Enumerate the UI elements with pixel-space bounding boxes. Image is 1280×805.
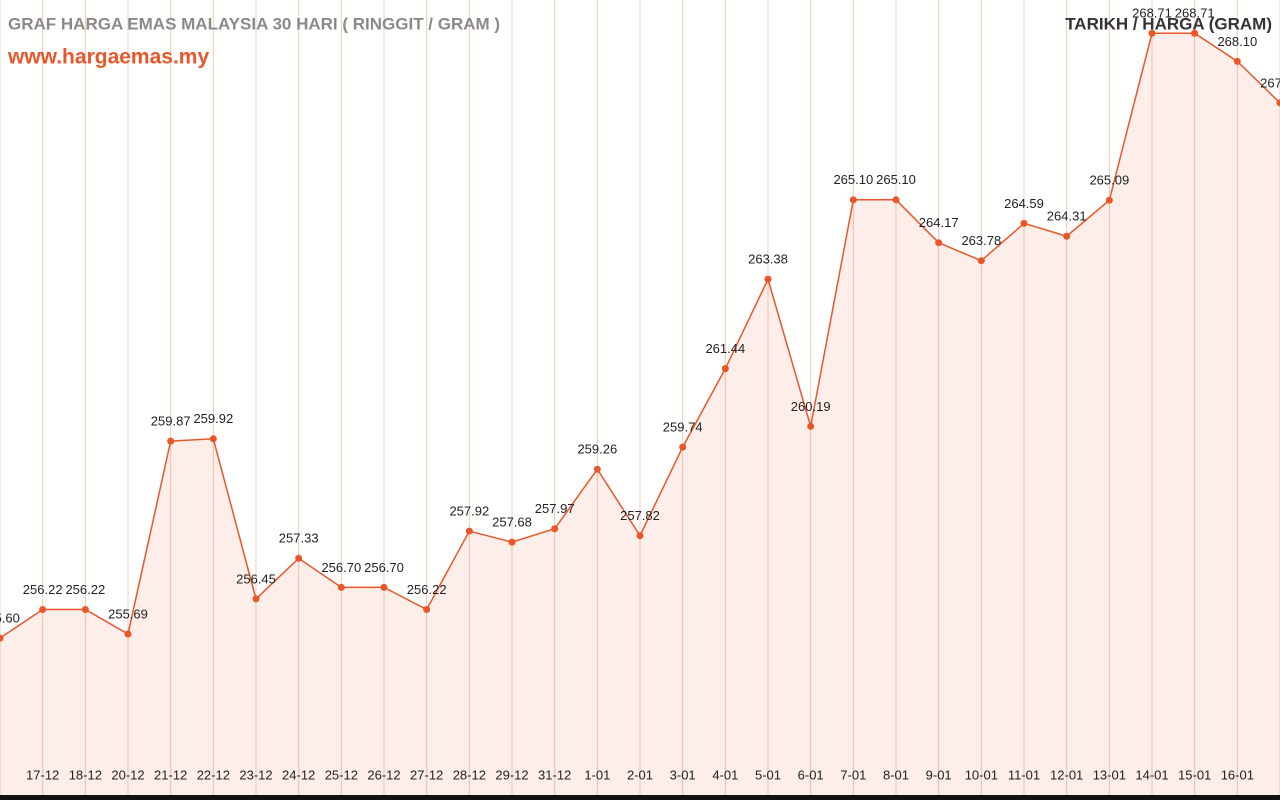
x-tick-label: 9-01	[926, 767, 952, 782]
x-tick-label: 15-01	[1178, 767, 1211, 782]
value-label: 265.09	[1089, 173, 1129, 188]
value-label: 267.20	[1260, 75, 1280, 90]
point	[338, 584, 345, 591]
value-label: 263.78	[961, 233, 1001, 248]
point	[1106, 197, 1113, 204]
x-tick-label: 12-01	[1050, 767, 1083, 782]
point	[765, 276, 772, 283]
point	[978, 257, 985, 264]
x-tick-label: 29-12	[495, 767, 528, 782]
x-tick-label: 10-01	[965, 767, 998, 782]
x-tick-label: 20-12	[111, 767, 144, 782]
value-label: 260.19	[791, 399, 831, 414]
x-tick-label: 27-12	[410, 767, 443, 782]
point	[594, 466, 601, 473]
point	[1234, 58, 1241, 65]
point	[509, 539, 516, 546]
x-tick-label: 16-01	[1221, 767, 1254, 782]
value-label: 265.10	[876, 172, 916, 187]
point	[551, 525, 558, 532]
x-tick-label: 3-01	[670, 767, 696, 782]
point	[423, 606, 430, 613]
value-label: 268.71	[1132, 6, 1172, 21]
value-label: 268.71	[1175, 6, 1215, 21]
value-label: 264.31	[1047, 209, 1087, 224]
value-label: 257.97	[535, 501, 575, 516]
x-tick-label: 25-12	[325, 767, 358, 782]
x-tick-label: 13-01	[1093, 767, 1126, 782]
x-tick-label: 17-12	[26, 767, 59, 782]
value-label: 264.59	[1004, 196, 1044, 211]
x-tick-label: 18-12	[69, 767, 102, 782]
value-label: 257.33	[279, 531, 319, 546]
point	[1063, 233, 1070, 240]
x-tick-label: 31-12	[538, 767, 571, 782]
point	[722, 365, 729, 372]
x-tick-label: 1-01	[584, 767, 610, 782]
value-label: 256.22	[23, 582, 63, 597]
value-label: 268.10	[1217, 34, 1257, 49]
point	[807, 423, 814, 430]
chart-title: GRAF HARGA EMAS MALAYSIA 30 HARI ( RINGG…	[8, 14, 500, 33]
point	[167, 438, 174, 445]
x-tick-label: 6-01	[798, 767, 824, 782]
x-tick-label: 2-01	[627, 767, 653, 782]
point	[679, 444, 686, 451]
point	[82, 606, 89, 613]
x-tick-label: 21-12	[154, 767, 187, 782]
bottom-bar	[0, 795, 1280, 800]
point	[893, 196, 900, 203]
value-label: 256.22	[407, 582, 447, 597]
x-tick-label: 23-12	[239, 767, 272, 782]
value-label: 257.82	[620, 508, 660, 523]
point	[1021, 220, 1028, 227]
point	[381, 584, 388, 591]
value-label: 256.22	[65, 582, 105, 597]
point	[295, 555, 302, 562]
value-label: 256.70	[364, 560, 404, 575]
x-tick-label: 7-01	[840, 767, 866, 782]
x-tick-label: 26-12	[367, 767, 400, 782]
point	[850, 196, 857, 203]
point	[466, 528, 473, 535]
value-label: 255.60	[0, 611, 20, 626]
value-label: 259.74	[663, 420, 703, 435]
value-label: 259.26	[577, 442, 617, 457]
value-label: 261.44	[705, 341, 745, 356]
x-tick-label: 22-12	[197, 767, 230, 782]
point	[637, 532, 644, 539]
site-url: www.hargaemas.my	[7, 46, 209, 69]
point	[39, 606, 46, 613]
value-label: 257.92	[449, 504, 489, 519]
x-tick-label: 5-01	[755, 767, 781, 782]
x-tick-label: 28-12	[453, 767, 486, 782]
point	[210, 435, 217, 442]
x-tick-label: 4-01	[712, 767, 738, 782]
x-tick-label: 24-12	[282, 767, 315, 782]
point	[1191, 30, 1198, 37]
point	[125, 630, 132, 637]
value-label: 257.68	[492, 515, 532, 530]
value-label: 263.38	[748, 252, 788, 267]
point	[1149, 30, 1156, 37]
x-tick-label: 14-01	[1135, 767, 1168, 782]
point	[253, 595, 260, 602]
value-label: 264.17	[919, 215, 959, 230]
point	[935, 239, 942, 246]
value-label: 256.45	[236, 571, 276, 586]
value-label: 265.10	[833, 172, 873, 187]
value-label: 259.92	[193, 411, 233, 426]
value-label: 259.87	[151, 414, 191, 429]
x-tick-label: 11-01	[1008, 767, 1040, 782]
value-label: 256.70	[321, 560, 361, 575]
x-tick-label: 8-01	[883, 767, 909, 782]
value-label: 255.69	[108, 606, 148, 621]
